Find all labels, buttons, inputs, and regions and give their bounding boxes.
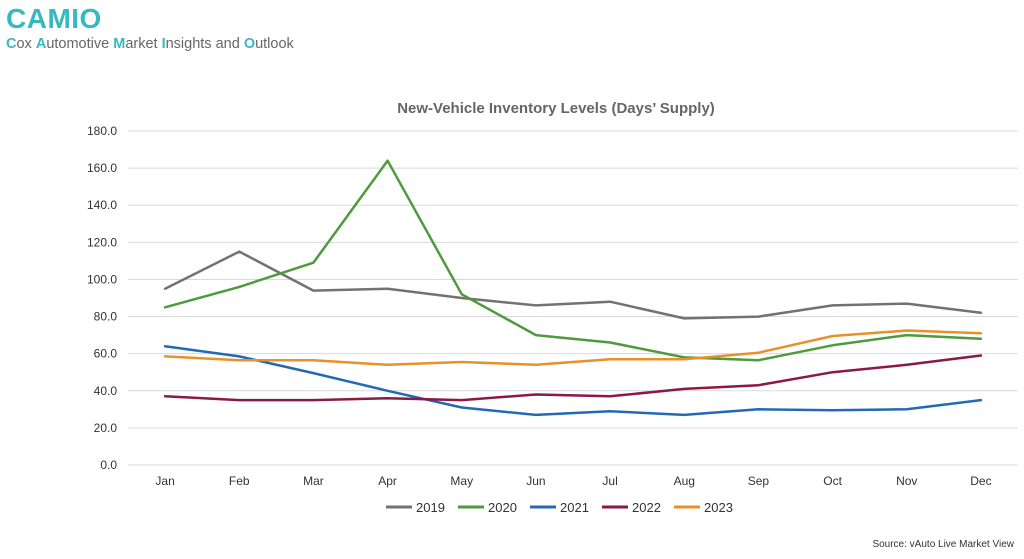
brand-subtitle-part: I — [161, 36, 166, 52]
series-line-2021 — [163, 344, 983, 417]
brand-subtitle-part: ox — [16, 36, 36, 52]
legend-label: 2020 — [488, 500, 517, 515]
y-tick-label: 140.0 — [87, 198, 117, 212]
y-tick-label: 100.0 — [87, 272, 117, 286]
x-tick-label: May — [450, 474, 473, 488]
x-tick-label: Mar — [303, 474, 324, 488]
y-tick-label: 60.0 — [94, 347, 118, 361]
legend-label: 2019 — [416, 500, 445, 515]
y-tick-label: 0.0 — [100, 458, 117, 472]
series-line-2022 — [163, 354, 983, 402]
y-tick-label: 20.0 — [94, 421, 118, 435]
x-tick-label: Sep — [748, 474, 770, 488]
x-tick-label: Feb — [229, 474, 250, 488]
y-tick-label: 160.0 — [87, 161, 117, 175]
x-tick-label: Nov — [896, 474, 917, 488]
brand-title: CAMIO — [6, 3, 102, 34]
chart-title: New-Vehicle Inventory Levels (Days’ Supp… — [397, 100, 715, 117]
brand-header: CAMIO Cox Automotive Market Insights and… — [6, 2, 294, 52]
legend-label: 2023 — [704, 500, 733, 515]
brand-subtitle-part: O — [243, 36, 256, 52]
y-tick-label: 40.0 — [94, 384, 118, 398]
y-tick-label: 80.0 — [94, 310, 118, 324]
x-tick-label: Jul — [602, 474, 617, 488]
brand-subtitle-part: A — [35, 36, 47, 52]
x-tick-label: Jan — [155, 474, 174, 488]
brand-subtitle-part: M — [113, 36, 126, 52]
x-tick-label: Aug — [674, 474, 695, 488]
x-tick-label: Jun — [526, 474, 545, 488]
brand-subtitle-part: utlook — [255, 36, 294, 52]
series-line-2020 — [163, 159, 983, 362]
legend-label: 2022 — [632, 500, 661, 515]
brand-subtitle-part: utomotive — [46, 36, 114, 52]
brand-subtitle-part: C — [6, 36, 17, 52]
legend-label: 2021 — [560, 500, 589, 515]
source-note: Source: vAuto Live Market View — [872, 539, 1014, 550]
y-tick-label: 120.0 — [87, 235, 117, 249]
series-line-2019 — [163, 250, 983, 320]
brand-subtitle-part: nsights and — [165, 36, 244, 52]
x-tick-label: Oct — [823, 474, 842, 488]
y-tick-label: 180.0 — [87, 124, 117, 138]
brand-subtitle: Cox Automotive Market Insights and Outlo… — [6, 36, 294, 52]
brand-subtitle-part: arket — [125, 36, 162, 52]
x-tick-label: Apr — [378, 474, 397, 488]
x-tick-label: Dec — [970, 474, 991, 488]
series-line-2023 — [163, 329, 983, 367]
